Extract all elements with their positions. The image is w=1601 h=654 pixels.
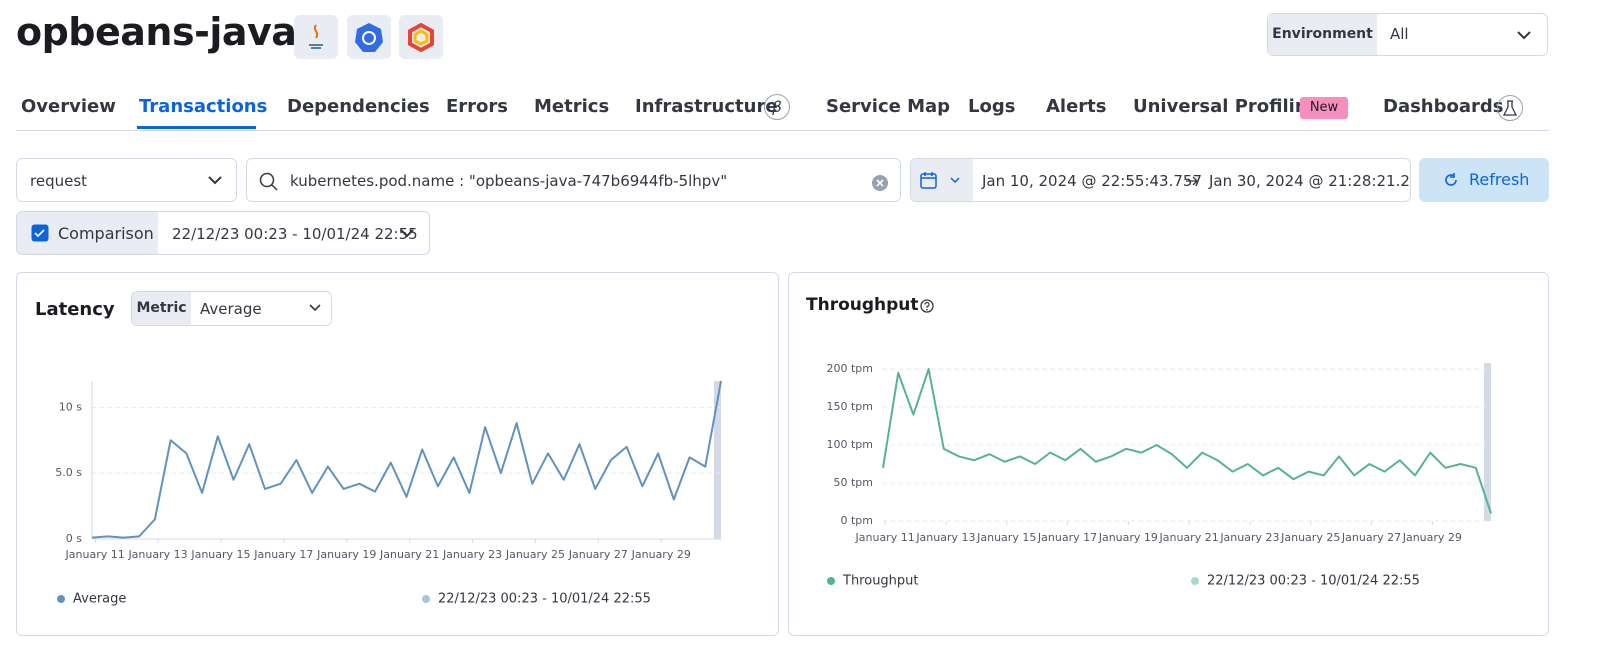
series-line (882, 368, 1492, 514)
metric-select[interactable]: Metric Average (131, 291, 332, 326)
x-tick-label: January 13 (915, 531, 975, 544)
gcp-icon (399, 15, 443, 59)
y-tick-label: 150 tpm (826, 400, 873, 413)
refresh-icon (1445, 173, 1457, 186)
tab[interactable]: Service Map (826, 96, 951, 117)
legend-label: Average (73, 592, 126, 607)
chart-title: Throughput (806, 295, 919, 315)
environment-value: All (1390, 25, 1409, 43)
search-bar[interactable]: kubernetes.pod.name : "opbeans-java-747b… (246, 158, 901, 202)
legend-label: Throughput (842, 574, 919, 589)
x-tick-label: January 15 (976, 531, 1036, 544)
transaction-type: request (30, 172, 88, 190)
comparison-control[interactable]: Comparison 22/12/23 00:23 - 10/01/24 22:… (16, 211, 430, 255)
throughput-chart: 0 tpm 50 tpm 100 tpm 150 tpm 200 tpm January … (826, 362, 1492, 589)
tab[interactable]: Universal Profiling (1133, 96, 1321, 117)
clear-icon[interactable] (871, 174, 889, 192)
x-tick-label: January 25 (505, 548, 565, 561)
y-tick-label: 10 s (59, 400, 82, 413)
legend-swatch (422, 595, 430, 603)
tabs-divider (16, 130, 1549, 131)
calendar-icon (920, 172, 960, 189)
checkbox[interactable] (31, 224, 49, 242)
legend-swatch (1191, 577, 1199, 585)
start-date[interactable]: Jan 10, 2024 @ 22:55:43.757 (982, 172, 1202, 190)
legend-swatch (827, 577, 835, 585)
legend-label: 22/12/23 00:23 - 10/01/24 22:55 (438, 592, 651, 607)
legend-label: 22/12/23 00:23 - 10/01/24 22:55 (1207, 574, 1420, 589)
x-tick-label: January 17 (253, 548, 313, 561)
x-tick-label: January 17 (1037, 531, 1097, 544)
now-band (1484, 363, 1491, 521)
x-tick-label: January 27 (568, 548, 628, 561)
x-tick-label: January 11 (65, 548, 125, 561)
beta-badge: β (764, 94, 790, 120)
end-date[interactable]: Jan 30, 2024 @ 21:28:21.283 (1209, 172, 1411, 190)
tab[interactable]: Infrastructure (635, 96, 778, 117)
x-tick-label: January 13 (127, 548, 187, 561)
comparison-label: Comparison (58, 224, 154, 243)
tab[interactable]: Errors (446, 96, 509, 117)
x-tick-label: January 23 (442, 548, 502, 561)
tech-preview-icon (1497, 95, 1523, 121)
series-line (91, 380, 722, 539)
tab[interactable]: Logs (968, 96, 1016, 117)
y-tick-label: 0 s (66, 532, 82, 545)
chevron (1517, 31, 1531, 40)
x-tick-label: January 21 (379, 548, 439, 561)
java-icon (294, 15, 338, 59)
chevron (309, 304, 321, 312)
y-tick-label: 50 tpm (833, 476, 873, 489)
search-icon (259, 172, 278, 191)
tab[interactable]: Alerts (1046, 96, 1107, 117)
help-icon (920, 299, 934, 313)
latency-panel: 0 s 5.0 s 10 s January 11 January 13 January … (16, 272, 779, 636)
tab[interactable]: Dependencies (287, 96, 430, 117)
chevron (400, 229, 414, 238)
x-tick-label: January 25 (1280, 531, 1340, 544)
legend-swatch (57, 595, 65, 603)
x-tick-label: January 29 (631, 548, 691, 561)
kubernetes-icon (347, 15, 391, 59)
throughput-panel: 0 tpm 50 tpm 100 tpm 150 tpm 200 tpm January … (788, 272, 1549, 636)
environment-label: Environment (1268, 14, 1377, 55)
x-tick-label: January 27 (1341, 531, 1401, 544)
y-tick-label: 0 tpm (840, 514, 873, 527)
x-tick-label: January 21 (1159, 531, 1219, 544)
x-tick-label: January 15 (190, 548, 250, 561)
tab[interactable]: Transactions (139, 96, 268, 117)
arrow-icon (1186, 176, 1198, 186)
tab[interactable]: Metrics (534, 96, 610, 117)
chevron (208, 176, 222, 185)
metric-value: Average (200, 300, 262, 318)
environment-select[interactable]: Environment All (1267, 13, 1548, 56)
x-tick-label: January 29 (1402, 531, 1462, 544)
x-tick-label: January 11 (855, 531, 915, 544)
active-tab-underline (137, 126, 256, 129)
comparison-range: 22/12/23 00:23 - 10/01/24 22:55 (172, 225, 418, 243)
y-tick-label: 5.0 s (55, 466, 82, 479)
x-tick-label: January 19 (316, 548, 376, 561)
transaction-type-select[interactable]: request (16, 158, 237, 202)
date-picker[interactable]: Jan 10, 2024 @ 22:55:43.757 Jan 30, 2024… (910, 158, 1411, 202)
new-badge: New (1300, 97, 1348, 119)
refresh-button[interactable]: Refresh (1419, 158, 1549, 202)
chart-title: Latency (35, 299, 115, 320)
search-query: kubernetes.pod.name : "opbeans-java-747b… (290, 172, 728, 190)
tab[interactable]: Overview (21, 96, 116, 117)
service-title: opbeans-java (16, 10, 297, 54)
y-tick-label: 100 tpm (826, 438, 873, 451)
tab[interactable]: Dashboards (1383, 96, 1504, 117)
y-tick-label: 200 tpm (826, 362, 873, 375)
now-band (714, 381, 721, 539)
metric-label: Metric (132, 292, 191, 325)
x-tick-label: January 23 (1219, 531, 1279, 544)
x-tick-label: January 19 (1098, 531, 1158, 544)
refresh-label: Refresh (1469, 170, 1530, 189)
